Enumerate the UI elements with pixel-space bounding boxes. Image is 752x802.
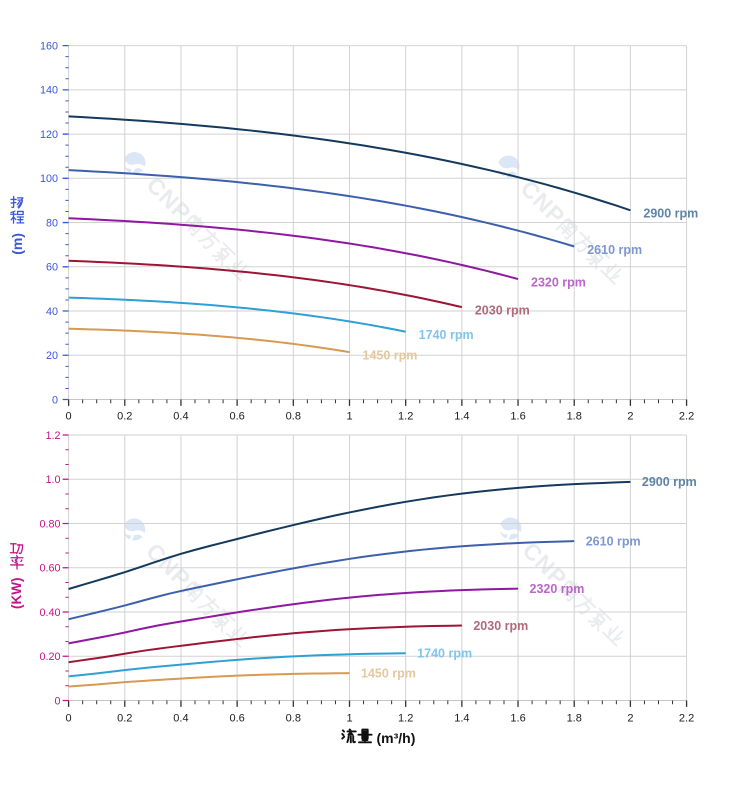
svg-text:2320 rpm: 2320 rpm — [530, 582, 585, 596]
svg-text:40: 40 — [46, 306, 58, 318]
svg-text:0.80: 0.80 — [39, 518, 60, 530]
svg-text:1.8: 1.8 — [567, 410, 582, 422]
svg-text:1.2: 1.2 — [398, 712, 413, 724]
svg-text:1450 rpm: 1450 rpm — [361, 666, 416, 680]
svg-text:2.2: 2.2 — [679, 712, 694, 724]
svg-text:2610 rpm: 2610 rpm — [587, 243, 642, 257]
svg-text:2610 rpm: 2610 rpm — [586, 534, 641, 548]
svg-text:1: 1 — [346, 712, 352, 724]
svg-text:120: 120 — [40, 129, 58, 141]
svg-text:60: 60 — [46, 262, 58, 274]
svg-text:0: 0 — [66, 712, 72, 724]
svg-text:1450 rpm: 1450 rpm — [363, 348, 418, 362]
svg-text:1.8: 1.8 — [567, 712, 582, 724]
svg-text:1.0: 1.0 — [45, 474, 60, 486]
svg-text:20: 20 — [46, 350, 58, 362]
svg-text:1: 1 — [346, 410, 352, 422]
svg-text:(KW): (KW) — [9, 577, 24, 608]
svg-text:2: 2 — [627, 410, 633, 422]
svg-text:0.4: 0.4 — [173, 712, 188, 724]
svg-text:1740 rpm: 1740 rpm — [417, 647, 472, 661]
svg-text:2.2: 2.2 — [679, 410, 694, 422]
svg-text:100: 100 — [40, 173, 58, 185]
svg-text:0.60: 0.60 — [39, 563, 60, 575]
svg-text:80: 80 — [46, 217, 58, 229]
svg-text:(m³/h): (m³/h) — [377, 730, 416, 746]
svg-text:1.4: 1.4 — [454, 712, 469, 724]
svg-text:2900 rpm: 2900 rpm — [643, 207, 698, 221]
svg-text:1.6: 1.6 — [510, 410, 525, 422]
svg-text:2: 2 — [627, 712, 633, 724]
svg-text:1.2: 1.2 — [45, 430, 60, 442]
svg-text:2030 rpm: 2030 rpm — [475, 303, 530, 317]
svg-text:0.2: 0.2 — [117, 712, 132, 724]
svg-text:0.8: 0.8 — [286, 712, 301, 724]
svg-text:0: 0 — [66, 410, 72, 422]
svg-text:0.40: 0.40 — [39, 607, 60, 619]
svg-text:1.6: 1.6 — [510, 712, 525, 724]
svg-text:0.4: 0.4 — [173, 410, 188, 422]
svg-text:1740 rpm: 1740 rpm — [419, 328, 474, 342]
svg-text:0.6: 0.6 — [229, 410, 244, 422]
svg-text:0.6: 0.6 — [229, 712, 244, 724]
svg-text:0: 0 — [52, 394, 58, 406]
svg-text:140: 140 — [40, 85, 58, 97]
svg-text:2900 rpm: 2900 rpm — [642, 475, 697, 489]
svg-text:(m): (m) — [9, 233, 25, 255]
svg-text:0.20: 0.20 — [39, 651, 60, 663]
svg-text:0.8: 0.8 — [286, 410, 301, 422]
svg-text:2030 rpm: 2030 rpm — [473, 619, 528, 633]
svg-text:1.4: 1.4 — [454, 410, 469, 422]
svg-text:0.2: 0.2 — [117, 410, 132, 422]
svg-text:1.2: 1.2 — [398, 410, 413, 422]
svg-text:160: 160 — [40, 40, 58, 52]
svg-text:0: 0 — [54, 695, 60, 707]
svg-text:2320 rpm: 2320 rpm — [531, 275, 586, 289]
